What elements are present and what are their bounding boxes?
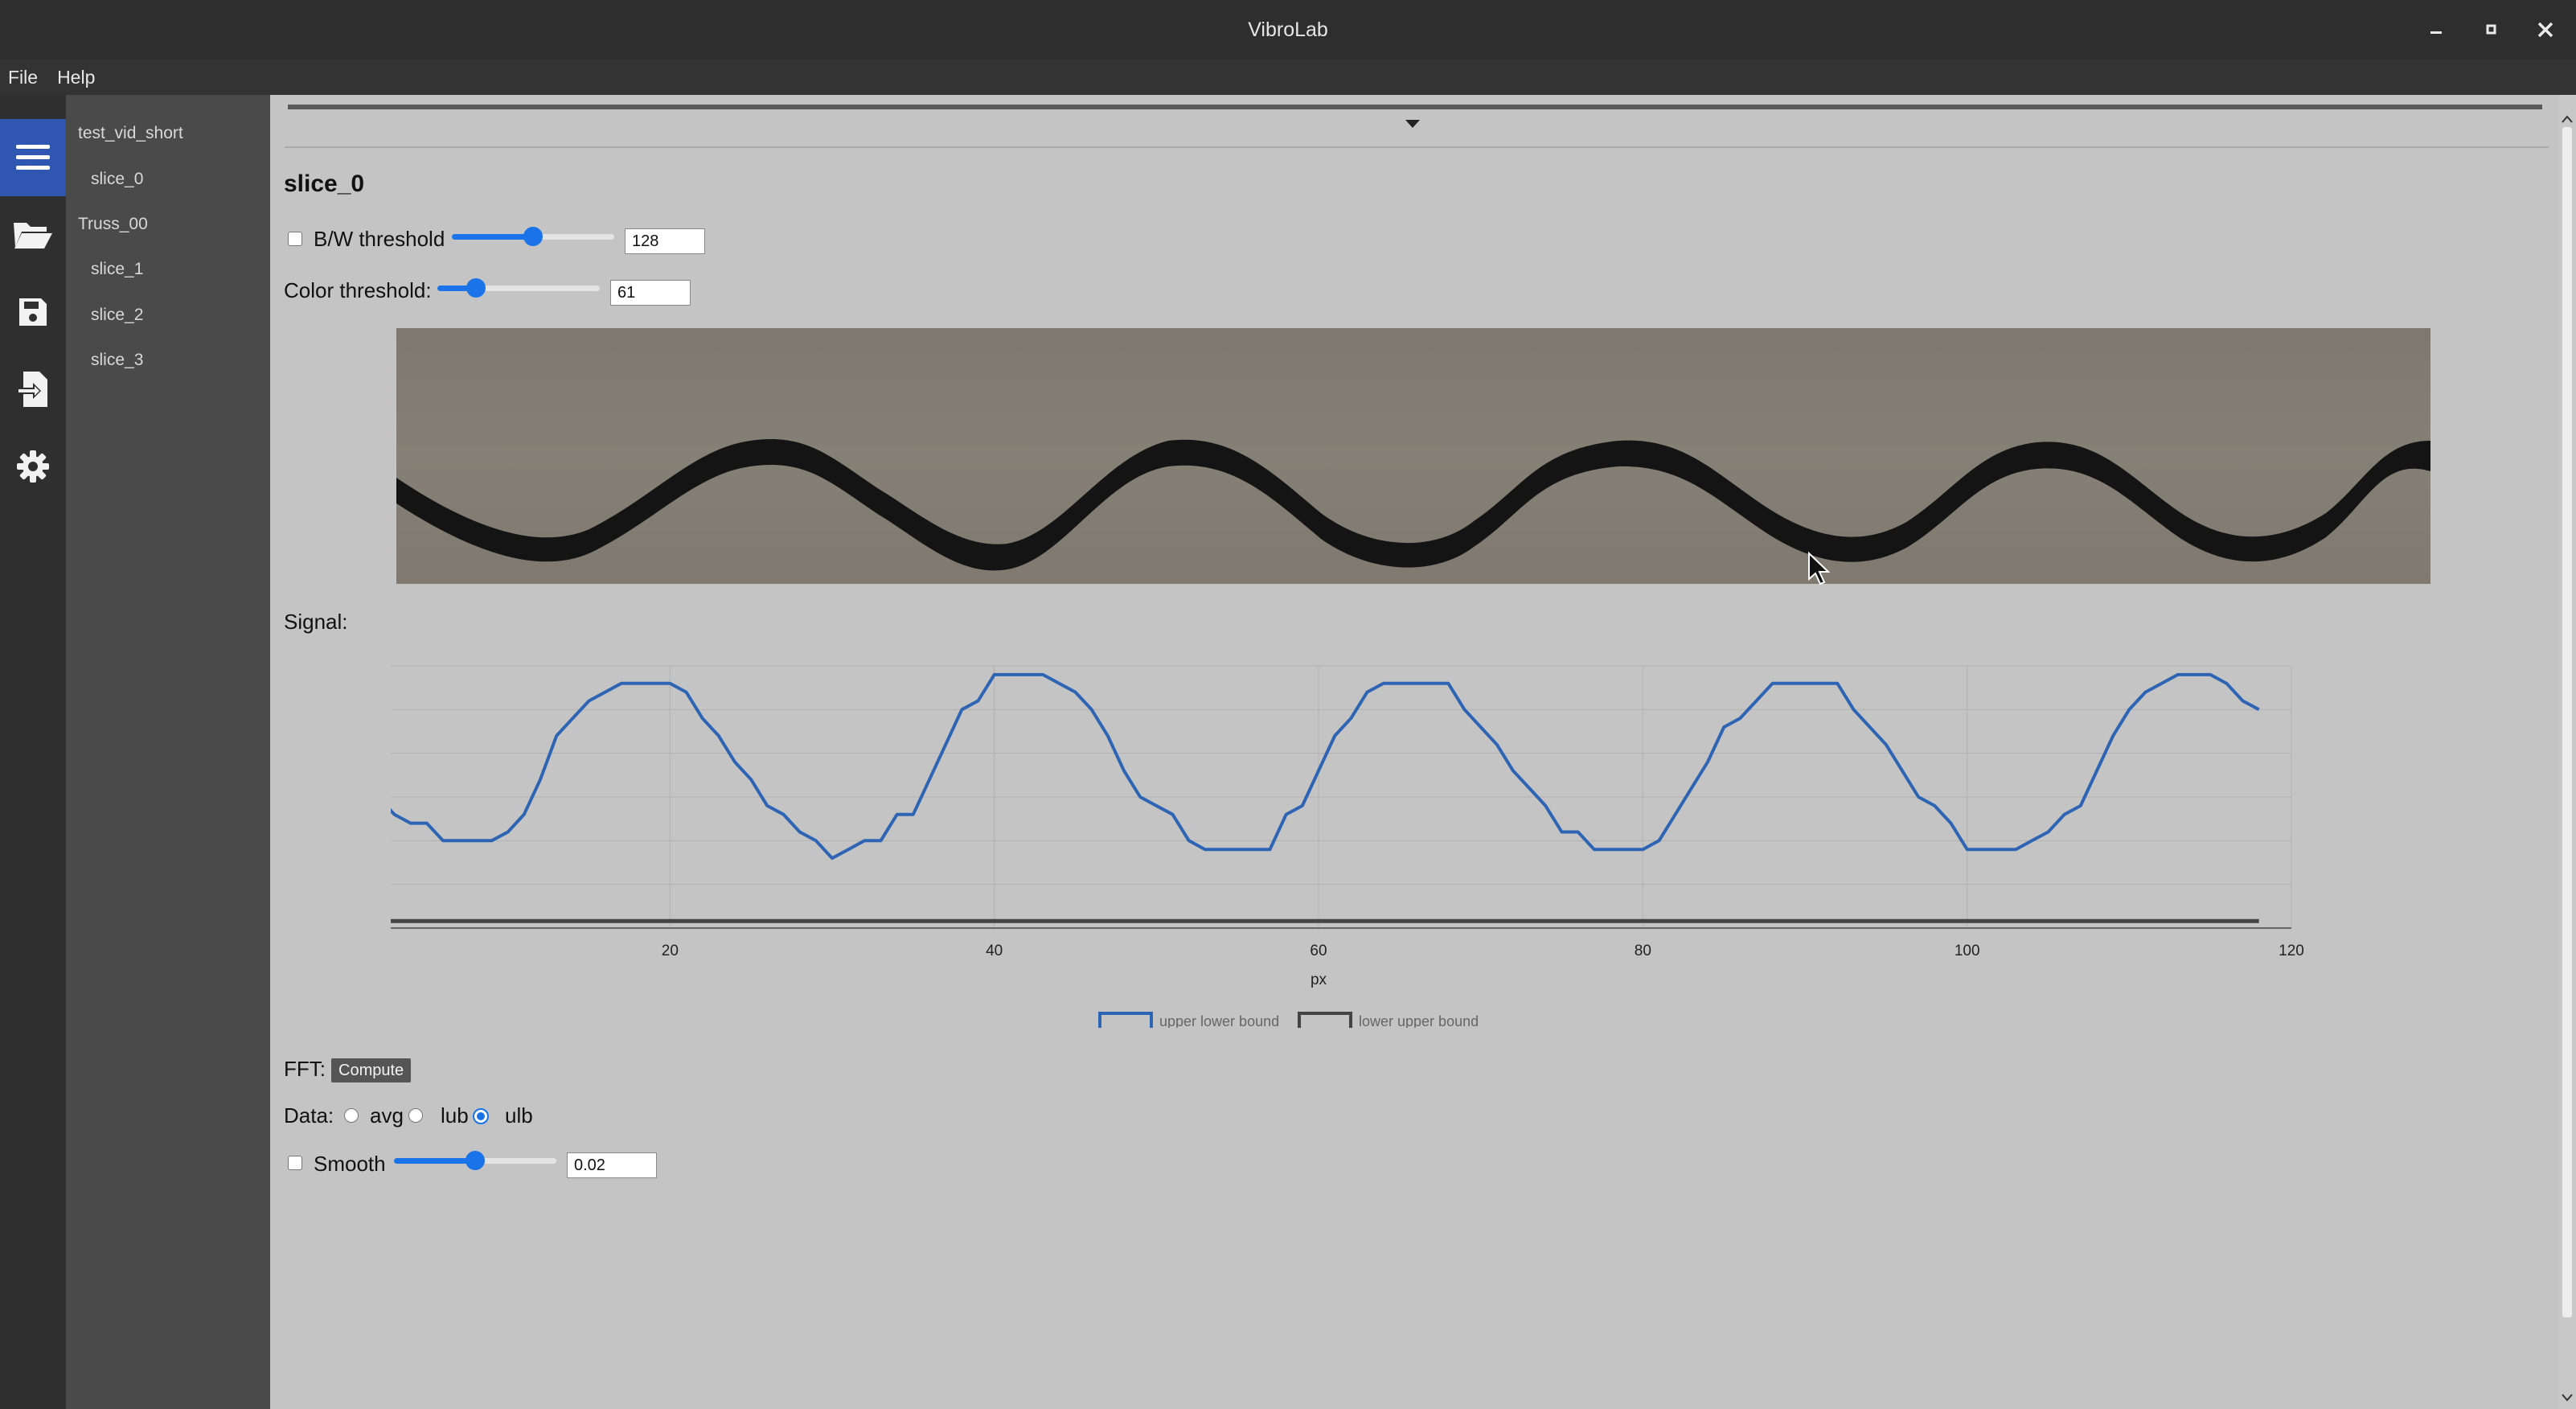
data-label: Data: (284, 1103, 334, 1128)
export-icon (17, 372, 47, 407)
icon-rail (0, 95, 66, 1409)
bw-threshold-input[interactable]: 128 (625, 228, 705, 254)
main-panel: slice_0 B/W threshold 128 Color threshol… (270, 95, 2558, 1409)
save-icon (19, 298, 47, 326)
slice-image-graphic (396, 439, 2430, 571)
legend-swatch-1 (1298, 1012, 1352, 1028)
folder-open-icon (14, 223, 52, 249)
minimize-button[interactable] (2409, 0, 2463, 60)
settings-button[interactable] (0, 428, 66, 505)
slider-thumb[interactable] (523, 227, 543, 246)
scroll-down-icon (2562, 1394, 2573, 1402)
signal-chart: 020406080100120-20-25-30-35-40-45-50pxpx… (391, 665, 2304, 1028)
compute-button[interactable]: Compute (331, 1058, 412, 1082)
slider-thumb[interactable] (466, 278, 486, 298)
tree-item-truss-00[interactable]: Truss_00 (78, 215, 148, 233)
slider-fill (394, 1158, 475, 1164)
maximize-icon (2486, 24, 2496, 35)
slider-fill (437, 285, 476, 291)
slider-track (437, 285, 600, 291)
radio-avg-label: avg (370, 1103, 404, 1128)
bw-threshold-checkbox[interactable] (288, 232, 302, 246)
tree-item-slice-3[interactable]: slice_3 (91, 351, 144, 369)
tree-item-slice-0[interactable]: slice_0 (91, 170, 144, 188)
legend-label-1: lower upper bound (1359, 1013, 1479, 1028)
slice-title: slice_0 (284, 170, 365, 197)
bw-threshold-slider[interactable] (452, 224, 614, 249)
color-threshold-label: Color threshold: (284, 278, 432, 302)
tree-item-slice-2[interactable]: slice_2 (91, 306, 144, 324)
save-button[interactable] (0, 273, 66, 351)
tree-item-slice-1[interactable]: slice_1 (91, 260, 144, 278)
smooth-checkbox[interactable] (288, 1156, 302, 1170)
smooth-slider[interactable] (394, 1148, 556, 1173)
export-button[interactable] (0, 351, 66, 428)
open-button[interactable] (0, 196, 66, 273)
maximize-button[interactable] (2463, 0, 2518, 60)
x-tick-label: 80 (1635, 943, 1651, 959)
radio-ulb-label: ulb (505, 1103, 533, 1128)
project-tree: test_vid_short slice_0 Truss_00 slice_1 … (66, 95, 270, 1409)
scroll-up-icon (2562, 115, 2573, 123)
title-bar: VibroLab (0, 0, 2576, 60)
mouse-cursor-icon (1808, 552, 1831, 585)
radio-avg[interactable] (344, 1108, 359, 1123)
chevron-down-icon (1405, 120, 1420, 128)
legend-swatch-0 (1098, 1012, 1153, 1028)
bw-threshold-label: B/W threshold (314, 227, 445, 251)
close-icon (2537, 22, 2553, 38)
menu-file[interactable]: File (8, 66, 39, 88)
smooth-label: Smooth (314, 1152, 386, 1176)
x-tick-label: 40 (986, 943, 1003, 959)
x-tick-label: 100 (1955, 943, 1980, 959)
x-tick-label: 60 (1310, 943, 1327, 959)
smooth-input[interactable]: 0.02 (567, 1152, 657, 1178)
menu-icon (16, 145, 50, 170)
tree-item-test-vid-short[interactable]: test_vid_short (78, 124, 183, 142)
divider (285, 146, 2549, 148)
color-threshold-input[interactable]: 61 (610, 280, 691, 306)
menu-bar: File Help (0, 60, 2576, 95)
x-axis-label: px (1311, 972, 1327, 988)
video-strip (288, 105, 2542, 109)
collapse-toggle[interactable] (1405, 119, 1420, 134)
x-tick-label: 120 (2279, 943, 2304, 959)
close-button[interactable] (2518, 0, 2573, 60)
legend-label-0: upper lower bound (1159, 1013, 1279, 1028)
slice-image (396, 328, 2430, 584)
radio-lub[interactable] (408, 1108, 423, 1123)
main-scrollbar[interactable] (2558, 95, 2576, 1409)
scroll-thumb[interactable] (2562, 127, 2572, 1317)
window-title: VibroLab (1248, 18, 1328, 41)
radio-ulb[interactable] (473, 1108, 489, 1124)
fft-label: FFT: (284, 1057, 326, 1081)
menu-button[interactable] (0, 119, 66, 196)
slider-thumb[interactable] (466, 1151, 485, 1170)
gear-icon (17, 450, 49, 483)
menu-help[interactable]: Help (57, 66, 96, 88)
color-threshold-slider[interactable] (437, 276, 600, 300)
x-tick-label: 20 (662, 943, 679, 959)
slider-fill (452, 234, 533, 240)
radio-lub-label: lub (441, 1103, 469, 1128)
minimize-icon (2430, 31, 2442, 34)
series-line-0 (391, 672, 2260, 861)
signal-label: Signal: (284, 610, 348, 634)
